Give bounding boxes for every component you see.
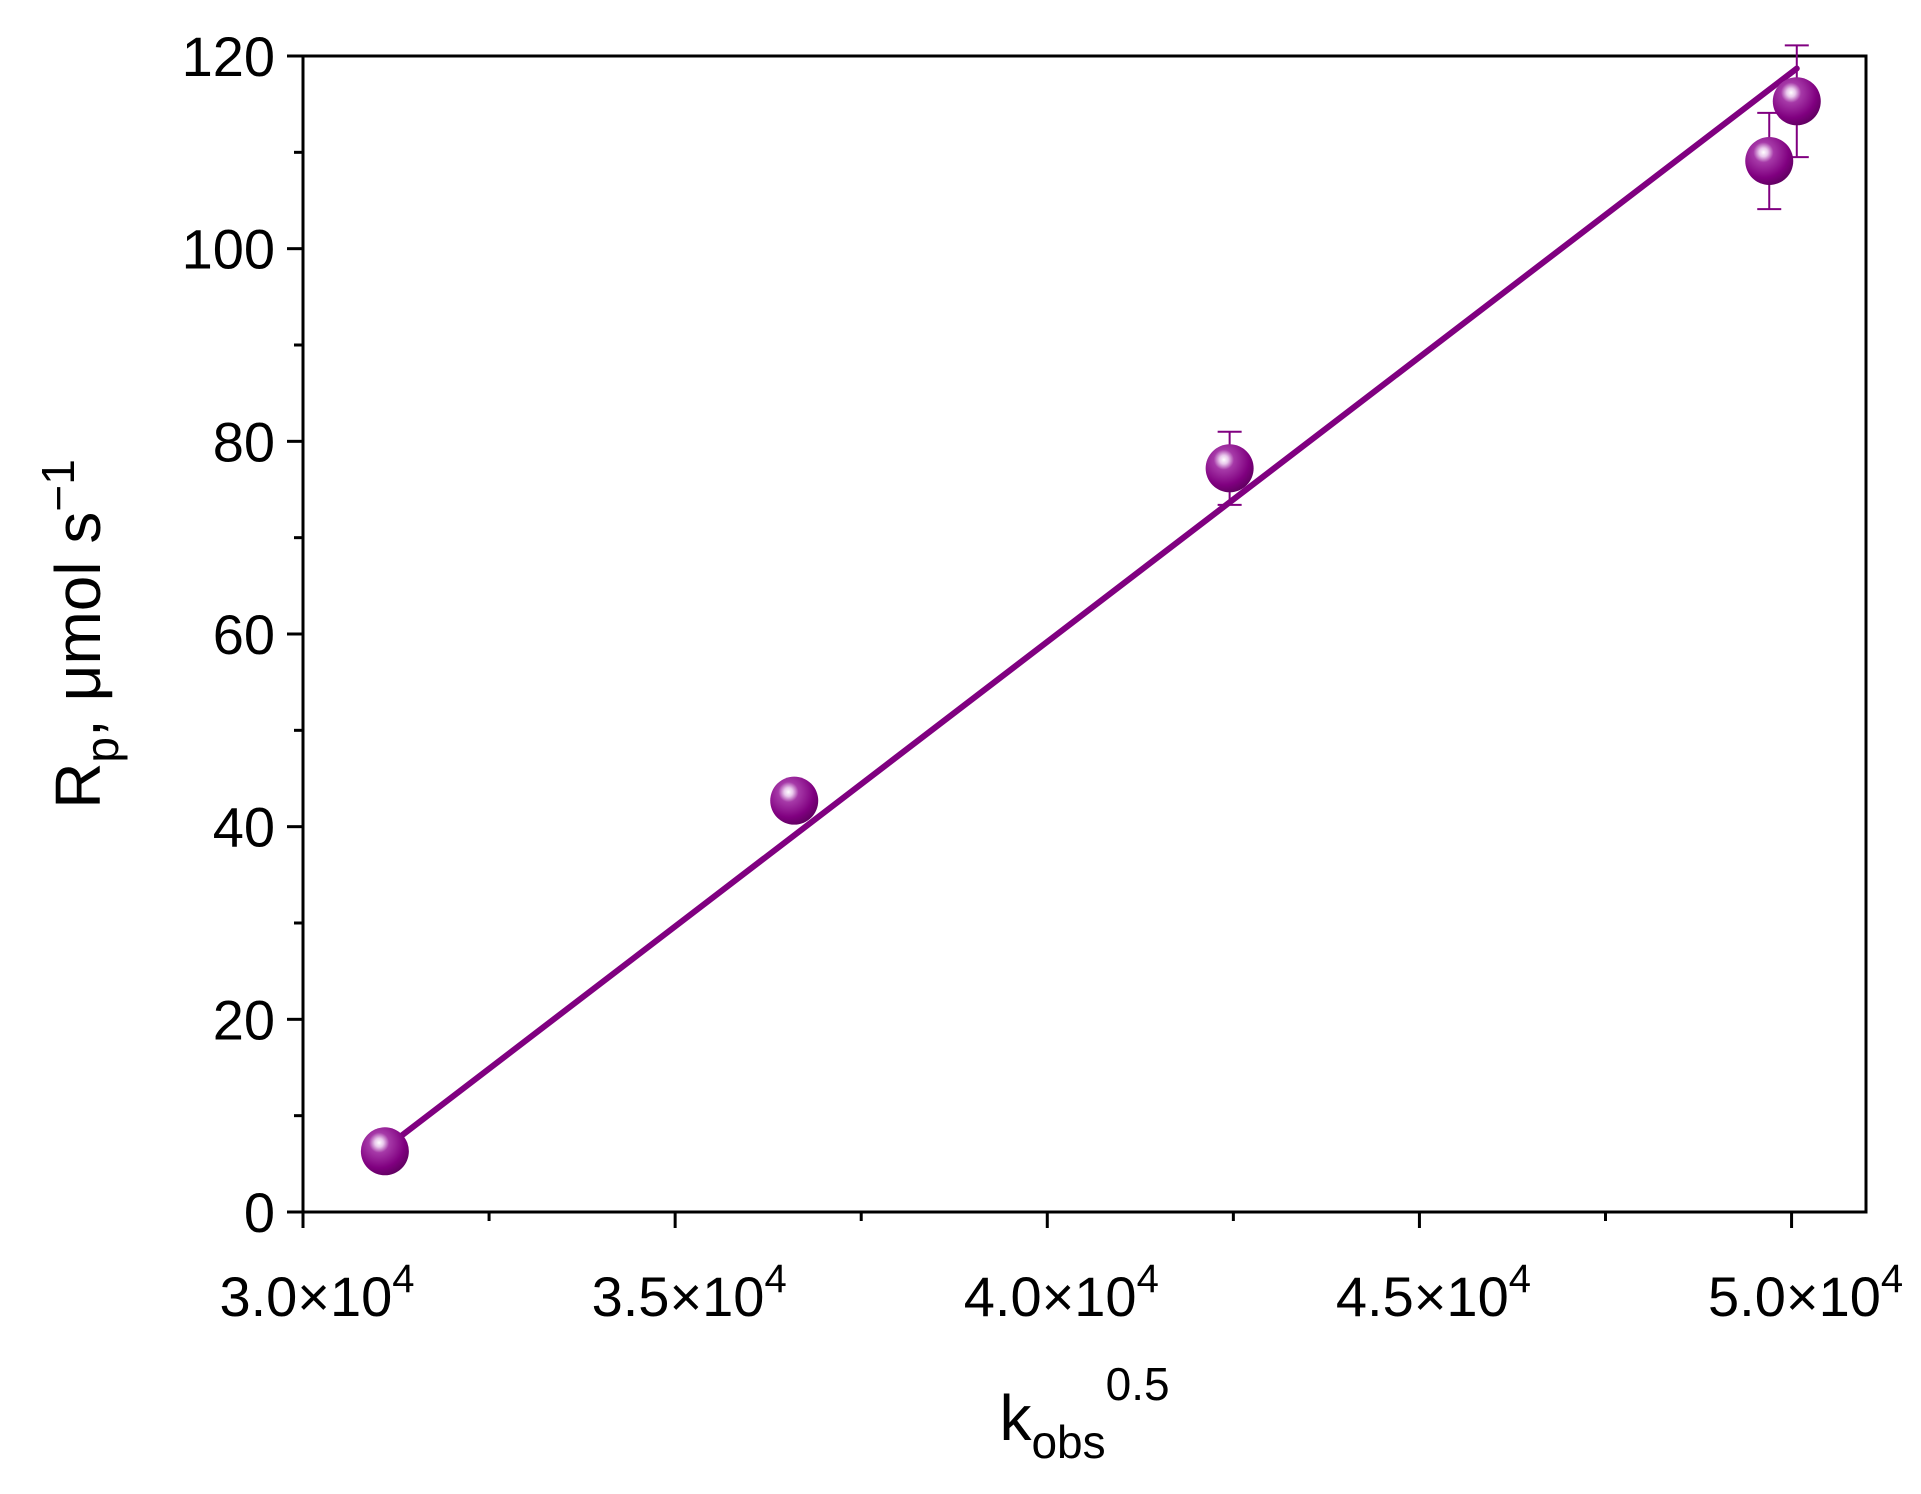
- y-tick-label: 20: [213, 988, 275, 1051]
- x-tick-label-exponent: 4: [1881, 1257, 1903, 1301]
- x-tick-label-exponent: 4: [764, 1257, 786, 1301]
- fit-layer: [381, 65, 1800, 1152]
- x-axis-title-sub: obs: [1031, 1416, 1105, 1468]
- y-tick-label: 80: [213, 410, 275, 473]
- y-tick-label: 40: [213, 796, 275, 859]
- y-axis: 0 20 40 60 80 100 120: [182, 25, 303, 1244]
- x-tick-label-exponent: 4: [1509, 1257, 1531, 1301]
- x-tick-label: 4.0×104: [964, 1257, 1159, 1328]
- point-layer: [360, 77, 1821, 1176]
- x-axis-title-base: k: [999, 1382, 1032, 1454]
- x-tick-label-mantissa: 3.0×10: [219, 1265, 392, 1328]
- x-axis-title-sup: 0.5: [1106, 1358, 1170, 1410]
- x-tick-label: 3.0×104: [219, 1257, 414, 1328]
- x-tick-label-mantissa: 4.5×10: [1336, 1265, 1509, 1328]
- y-axis-title: Rp, μmol s−1: [32, 459, 128, 809]
- x-tick-label: 4.5×104: [1336, 1257, 1531, 1328]
- x-tick-label: 5.0×104: [1708, 1257, 1903, 1328]
- x-axis-title: kobs0.5: [999, 1358, 1169, 1468]
- fit-line: [381, 65, 1800, 1152]
- x-tick-label: 3.5×104: [592, 1257, 787, 1328]
- x-tick-label-mantissa: 5.0×10: [1708, 1265, 1881, 1328]
- y-axis-title-sup: −1: [32, 459, 84, 511]
- x-axis: 3.0×104 3.5×104 4.0×104 4.5×104 5.0×104: [219, 1212, 1903, 1328]
- y-axis-title-base: R: [42, 763, 114, 809]
- y-tick-label: 0: [244, 1181, 275, 1244]
- data-point: [1745, 137, 1794, 186]
- data-point: [770, 776, 819, 825]
- y-tick-label: 120: [182, 25, 275, 88]
- data-point: [1205, 444, 1254, 493]
- plot-area: [301, 44, 1868, 1214]
- plot-frame: [301, 54, 1868, 1214]
- x-tick-label-exponent: 4: [392, 1257, 414, 1301]
- y-tick-label: 60: [213, 603, 275, 666]
- y-tick-label: 100: [182, 218, 275, 281]
- x-tick-label-exponent: 4: [1137, 1257, 1159, 1301]
- x-tick-label-mantissa: 3.5×10: [592, 1265, 765, 1328]
- data-point: [1772, 77, 1821, 126]
- x-tick-label-mantissa: 4.0×10: [964, 1265, 1137, 1328]
- y-axis-title-sub: p: [76, 737, 128, 763]
- data-point: [360, 1127, 409, 1176]
- y-axis-title-rest: , μmol s: [42, 512, 114, 737]
